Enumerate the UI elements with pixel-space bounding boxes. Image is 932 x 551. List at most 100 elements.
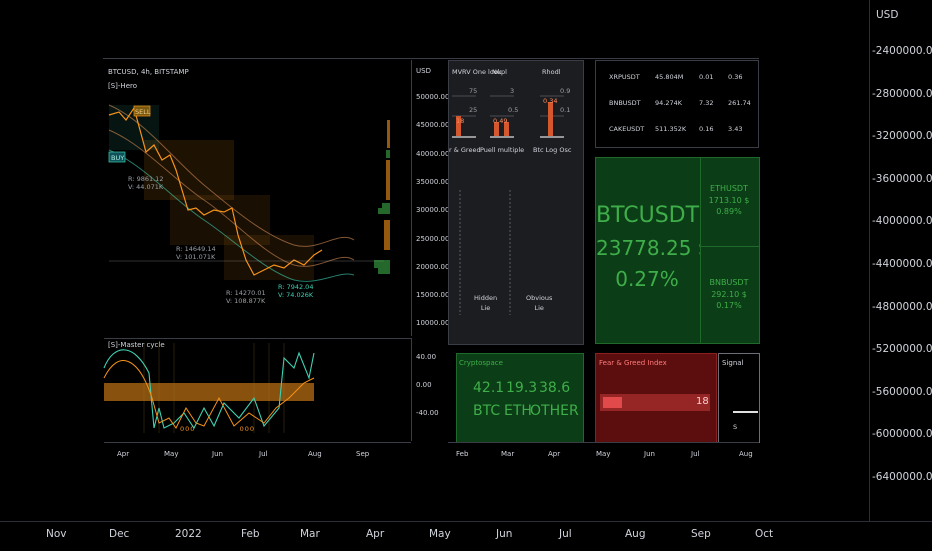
outer-time-tick: Jul	[559, 528, 572, 540]
onchain-bar-value: 0.34	[543, 97, 558, 105]
right-time-tick: Jul	[691, 450, 700, 458]
ticker-change: 0.01	[699, 73, 714, 81]
main-price-tick: 45000.00	[416, 121, 450, 130]
cryptospace-title: Cryptospace	[459, 359, 503, 367]
right-time-axis[interactable]	[448, 442, 759, 465]
onchain-value-top: 0.9	[560, 87, 571, 95]
onchain-value-mid: 0.1	[560, 106, 571, 114]
main-time-tick: May	[164, 450, 179, 458]
buy-signal-label: BUY	[111, 154, 125, 162]
main-time-tick: Sep	[356, 450, 370, 458]
cycle-plot	[103, 343, 315, 433]
main-time-tick: Aug	[308, 450, 322, 458]
outer-time-tick: Nov	[46, 528, 67, 540]
heatmap-tile-bnb[interactable]	[700, 246, 760, 344]
heatmap-tile-eth[interactable]	[700, 157, 760, 247]
outer-time-tick: Apr	[366, 528, 385, 540]
fear-greed-fill	[603, 397, 622, 408]
main-time-tick: Jun	[212, 450, 223, 458]
outer-time-tick: Mar	[300, 528, 320, 540]
cycle-markers: 000 000	[180, 425, 255, 433]
onchain-label: Puell multiple	[480, 146, 525, 154]
onchain-label: Btc Log Osc	[533, 146, 572, 154]
sell-signal-label: SELL	[135, 108, 151, 116]
right-time-tick: Aug	[739, 450, 753, 458]
right-time-tick: May	[596, 450, 611, 458]
main-time-tick: Apr	[117, 450, 130, 458]
ticker-volume: 511.352K	[655, 125, 687, 133]
outer-time-tick: Aug	[625, 528, 646, 540]
ticker-symbol: BNBUSDT	[609, 99, 641, 107]
onchain-value-mid: 0.5	[508, 106, 519, 114]
main-price-unit: USD	[416, 67, 431, 75]
ticker-symbol: CAKEUSDT	[609, 125, 645, 133]
main-price-tick: 40000.00	[416, 149, 450, 158]
cryptospace-value-other: 38.6	[539, 380, 571, 396]
outer-price-axis[interactable]	[869, 0, 932, 521]
cryptospace-value-btc: 42.1	[473, 380, 505, 396]
onchain-value-mid: 25	[469, 106, 478, 114]
outer-price-tick: -3600000.00	[872, 172, 932, 185]
main-price-tick: 50000.00	[416, 93, 450, 101]
outer-time-tick: Jun	[496, 528, 513, 540]
heatmap-tile-price: 1713.10 $	[708, 196, 750, 205]
outer-price-tick: -6400000.00	[872, 471, 932, 483]
obvious-lie-label: Obvious Lie	[526, 294, 553, 312]
cycle-panel[interactable]	[104, 338, 412, 441]
outer-price-tick: -4000000.00	[872, 215, 932, 228]
cryptospace-label-eth: ETH	[504, 403, 532, 419]
fear-greed-track	[600, 394, 710, 411]
outer-time-axis[interactable]	[0, 521, 932, 551]
heatmap-main-price: 23778.25 $	[596, 236, 711, 260]
outer-time-tick: Feb	[241, 528, 260, 540]
heatmap-tile-price: 292.10 $	[711, 290, 747, 299]
heatmap-tile-change: 0.89%	[716, 207, 742, 216]
onchain-value-top: 75	[469, 87, 478, 95]
outer-time-tick: Oct	[755, 528, 774, 540]
cycle-indicator-label: [S]-Master cycle	[108, 341, 165, 349]
heatmap-tile-symbol: ETHUSDT	[710, 184, 748, 193]
heatmap-main-symbol: BTCUSDT	[596, 203, 700, 228]
ticker-symbol: XRPUSDT	[609, 73, 640, 81]
ticker-price: 261.74	[728, 99, 751, 107]
main-time-axis[interactable]	[104, 442, 411, 465]
cycle-tick: 40.00	[416, 353, 437, 361]
onchain-header: Nupl	[492, 68, 507, 76]
heatmap-tile-change: 0.17%	[716, 301, 742, 310]
outer-time-tick: 2022	[175, 528, 202, 540]
cryptospace-label-other: OTHER	[530, 403, 579, 419]
ticker-change: 0.16	[699, 125, 714, 133]
outer-price-tick: -4400000.00	[872, 258, 932, 270]
main-price-tick: 10000.00	[416, 319, 450, 328]
outer-time-tick: May	[429, 528, 451, 540]
fear-greed-title: Fear & Greed Index	[599, 359, 667, 367]
outer-price-unit: USD	[876, 9, 899, 21]
cryptospace-value-eth: 19.3	[506, 380, 538, 396]
heatmap-main-tile[interactable]	[595, 157, 701, 344]
cycle-tick: 0.00	[416, 381, 432, 389]
fear-greed-value: 18	[696, 396, 709, 407]
main-price-tick: 25000.00	[416, 234, 450, 243]
main-chart-panel[interactable]	[104, 60, 412, 336]
heatmap-main-change: 0.27%	[615, 267, 679, 291]
outer-price-tick: -5200000.00	[872, 343, 932, 356]
right-time-tick: Mar	[501, 450, 515, 458]
onchain-bar-value: 18	[456, 117, 465, 125]
onchain-header: Rhodl	[542, 68, 561, 76]
cryptospace-label-btc: BTC	[473, 403, 501, 419]
onchain-value-top: 3	[510, 87, 515, 95]
signal-line	[733, 411, 758, 413]
ticker-table	[595, 60, 759, 148]
onchain-panel[interactable]	[448, 60, 584, 345]
right-time-tick: Apr	[548, 450, 561, 458]
chart-annotation: R: 7942.04 V: 74.026K	[278, 283, 314, 299]
hidden-lie-label: Hidden Lie	[474, 294, 498, 312]
outer-price-tick: -6000000.00	[872, 428, 932, 441]
right-time-tick: Jun	[644, 450, 655, 458]
main-price-tick: 30000.00	[416, 206, 450, 215]
chart-symbol-title: BTCUSD, 4h, BITSTAMP	[108, 68, 189, 76]
heatmap-tile-symbol: BNBUSDT	[709, 278, 749, 287]
outer-price-tick: -2800000.00	[872, 87, 932, 100]
outer-price-tick: -5600000.00	[872, 385, 932, 398]
outer-time-tick: Dec	[109, 528, 130, 540]
